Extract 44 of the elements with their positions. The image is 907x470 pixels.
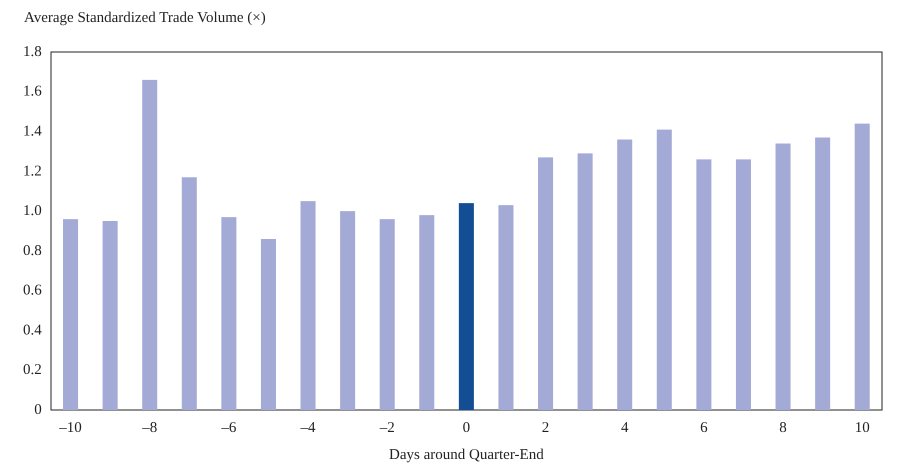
- x-tick-label: 2: [542, 420, 550, 436]
- bar: [102, 221, 118, 410]
- bar: [815, 138, 830, 410]
- bar: [340, 211, 356, 410]
- x-tick-label: –10: [58, 420, 82, 436]
- x-tick-label: –6: [220, 420, 237, 436]
- x-tick-label: –8: [141, 420, 158, 436]
- y-tick-label: 0.8: [23, 242, 42, 259]
- y-tick-label: 0.2: [23, 362, 42, 378]
- bar: [63, 219, 78, 410]
- x-tick-label: 10: [854, 420, 870, 436]
- y-tick-label: 0.4: [23, 322, 42, 338]
- bar: [142, 80, 158, 410]
- x-tick-label: –2: [378, 420, 395, 436]
- bar: [419, 215, 434, 410]
- y-tick-label: 1.2: [23, 163, 42, 180]
- bar: [498, 205, 514, 410]
- y-tick-label: 0.6: [23, 282, 42, 299]
- x-tick-label: 4: [620, 420, 629, 436]
- y-axis-title: Average Standardized Trade Volume (×): [24, 10, 266, 27]
- bar: [617, 140, 632, 410]
- x-tick-label: –4: [300, 420, 316, 436]
- bar: [300, 201, 316, 410]
- y-tick-label: 1.0: [23, 203, 42, 220]
- y-tick-label: 1.8: [23, 44, 42, 60]
- bar: [578, 153, 593, 410]
- bar: [696, 159, 712, 410]
- y-tick-label: 0: [34, 402, 42, 418]
- x-tick-label: 6: [700, 420, 708, 436]
- y-tick-label: 1.4: [23, 123, 42, 140]
- bar: [458, 203, 474, 410]
- bar: [854, 124, 870, 410]
- bar: [736, 159, 751, 410]
- bar: [182, 177, 197, 410]
- bar: [260, 238, 276, 410]
- x-tick-label: 8: [779, 420, 787, 436]
- bar: [656, 130, 672, 410]
- x-axis-title: Days around Quarter-End: [389, 446, 544, 463]
- x-tick-label: 0: [462, 420, 470, 436]
- bar: [776, 143, 791, 410]
- y-tick-label: 1.6: [23, 84, 42, 100]
- bar: [221, 217, 236, 410]
- bar: [380, 219, 395, 410]
- bar: [538, 157, 554, 410]
